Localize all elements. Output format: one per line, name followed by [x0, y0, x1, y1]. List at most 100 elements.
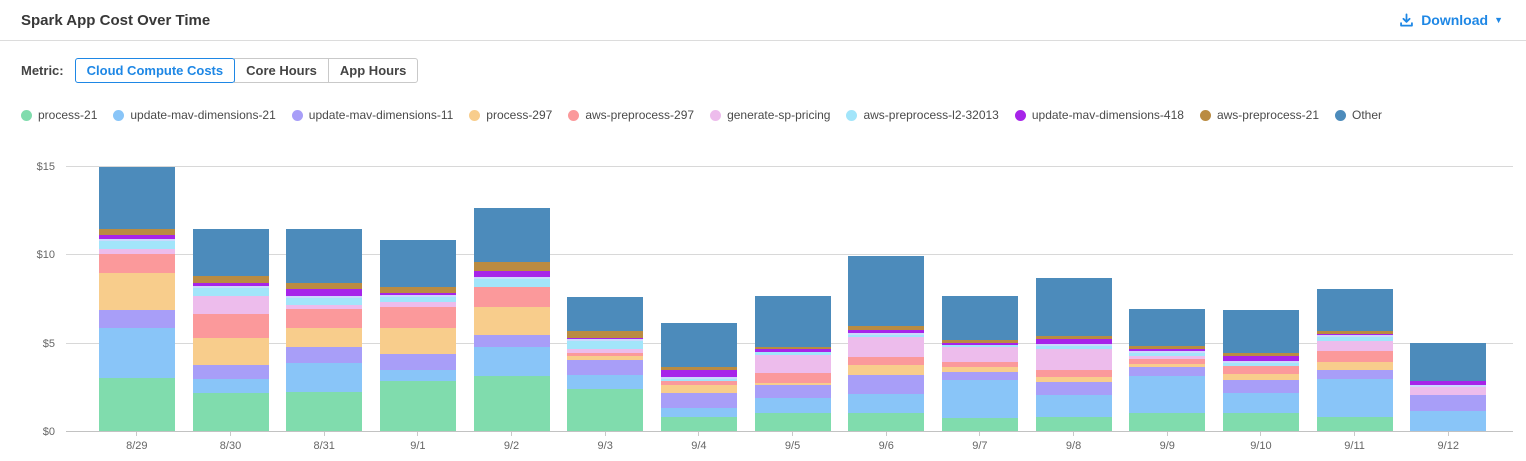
bar-segment-aws-preprocess-l2-32013[interactable] — [660, 378, 737, 382]
bar-segment-update-mav-dimensions-21[interactable] — [192, 379, 269, 393]
bar-segment-process-21[interactable] — [941, 417, 1018, 432]
bar-segment-aws-preprocess-l2-32013[interactable] — [473, 278, 550, 288]
bar-segment-aws-preprocess-297[interactable] — [1316, 350, 1393, 363]
legend-item-aws-preprocess-21[interactable]: aws-preprocess-21 — [1199, 108, 1319, 122]
legend-item-update-mav-dimensions-418[interactable]: update-mav-dimensions-418 — [1014, 108, 1184, 122]
bar-segment-update-mav-dimensions-21[interactable] — [941, 380, 1018, 418]
bar-segment-update-mav-dimensions-21[interactable] — [379, 370, 456, 381]
legend-item-aws-preprocess-l2-32013[interactable]: aws-preprocess-l2-32013 — [846, 108, 999, 122]
bar-segment-aws-preprocess-21[interactable] — [192, 276, 269, 284]
bar-segment-Other[interactable] — [473, 208, 550, 263]
bar-segment-aws-preprocess-297[interactable] — [1035, 370, 1112, 377]
bar-segment-aws-preprocess-21[interactable] — [567, 330, 644, 338]
bar-segment-update-mav-dimensions-11[interactable] — [1035, 382, 1112, 396]
download-button[interactable]: Download ▼ — [1399, 12, 1503, 28]
bar-segment-process-297[interactable] — [1035, 376, 1112, 383]
legend-item-generate-sp-pricing[interactable]: generate-sp-pricing — [710, 108, 830, 122]
bar-segment-update-mav-dimensions-11[interactable] — [567, 359, 644, 375]
bar-segment-aws-preprocess-l2-32013[interactable] — [98, 240, 175, 249]
bar-segment-update-mav-dimensions-418[interactable] — [1035, 339, 1112, 347]
bar-segment-generate-sp-pricing[interactable] — [286, 305, 363, 310]
bar-segment-aws-preprocess-l2-32013[interactable] — [848, 334, 925, 338]
bar-segment-process-297[interactable] — [848, 365, 925, 376]
bar-segment-aws-preprocess-297[interactable] — [754, 372, 831, 383]
bar-segment-process-21[interactable] — [98, 378, 175, 432]
bar-segment-aws-preprocess-21[interactable] — [1222, 352, 1299, 356]
bar-segment-aws-preprocess-l2-32013[interactable] — [192, 288, 269, 296]
bar-segment-generate-sp-pricing[interactable] — [1035, 349, 1112, 371]
bar-segment-Other[interactable] — [754, 295, 831, 347]
bar-segment-update-mav-dimensions-11[interactable] — [848, 375, 925, 395]
bar-segment-aws-preprocess-297[interactable] — [941, 361, 1018, 367]
bar-segment-update-mav-dimensions-21[interactable] — [1222, 392, 1299, 414]
bar-segment-process-297[interactable] — [473, 306, 550, 336]
bar-segment-update-mav-dimensions-11[interactable] — [754, 385, 831, 398]
bar-segment-update-mav-dimensions-418[interactable] — [473, 271, 550, 279]
bar-segment-update-mav-dimensions-11[interactable] — [473, 335, 550, 348]
bar-segment-aws-preprocess-297[interactable] — [473, 287, 550, 307]
bar-segment-update-mav-dimensions-21[interactable] — [660, 407, 737, 417]
bar-segment-update-mav-dimensions-418[interactable] — [379, 292, 456, 298]
legend-item-process-21[interactable]: process-21 — [21, 108, 97, 122]
bar-segment-aws-preprocess-l2-32013[interactable] — [567, 341, 644, 350]
bar-segment-aws-preprocess-297[interactable] — [98, 253, 175, 274]
bar-segment-process-297[interactable] — [754, 382, 831, 386]
bar-segment-aws-preprocess-297[interactable] — [848, 357, 925, 366]
bar-segment-aws-preprocess-21[interactable] — [848, 326, 925, 330]
bar-segment-update-mav-dimensions-418[interactable] — [848, 329, 925, 335]
bar-segment-aws-preprocess-21[interactable] — [98, 229, 175, 235]
bar-segment-update-mav-dimensions-21[interactable] — [1410, 410, 1487, 432]
bar-segment-aws-preprocess-297[interactable] — [1222, 365, 1299, 375]
bar-segment-aws-preprocess-21[interactable] — [379, 286, 456, 293]
bar-segment-update-mav-dimensions-21[interactable] — [848, 394, 925, 413]
bar-segment-process-297[interactable] — [1129, 364, 1206, 367]
bar-segment-process-21[interactable] — [286, 391, 363, 432]
bar-segment-aws-preprocess-l2-32013[interactable] — [1035, 346, 1112, 350]
bar-segment-process-297[interactable] — [192, 338, 269, 366]
bar-segment-generate-sp-pricing[interactable] — [1410, 387, 1487, 396]
bar-segment-generate-sp-pricing[interactable] — [567, 349, 644, 353]
bar-segment-update-mav-dimensions-21[interactable] — [473, 347, 550, 376]
bar-segment-aws-preprocess-l2-32013[interactable] — [379, 297, 456, 302]
bar-segment-aws-preprocess-21[interactable] — [473, 262, 550, 272]
legend-item-Other[interactable]: Other — [1335, 108, 1382, 122]
bar-segment-Other[interactable] — [286, 229, 363, 283]
bar-segment-process-297[interactable] — [379, 327, 456, 355]
bar-segment-aws-preprocess-21[interactable] — [1129, 346, 1206, 350]
bar-segment-aws-preprocess-21[interactable] — [1316, 330, 1393, 335]
bar-segment-update-mav-dimensions-418[interactable] — [1129, 349, 1206, 353]
legend-item-process-297[interactable]: process-297 — [469, 108, 552, 122]
bar-segment-process-21[interactable] — [1035, 416, 1112, 432]
bar-segment-aws-preprocess-21[interactable] — [1035, 335, 1112, 340]
bar-segment-Other[interactable] — [1316, 288, 1393, 331]
bar-segment-generate-sp-pricing[interactable] — [1129, 356, 1206, 359]
bar-segment-Other[interactable] — [192, 229, 269, 277]
bar-segment-aws-preprocess-297[interactable] — [286, 309, 363, 328]
bar-segment-update-mav-dimensions-418[interactable] — [754, 349, 831, 352]
bar-segment-update-mav-dimensions-11[interactable] — [192, 365, 269, 380]
bar-segment-generate-sp-pricing[interactable] — [941, 346, 1018, 362]
bar-segment-Other[interactable] — [379, 240, 456, 287]
bar-segment-update-mav-dimensions-21[interactable] — [98, 327, 175, 379]
bar-segment-aws-preprocess-21[interactable] — [286, 282, 363, 289]
bar-segment-Other[interactable] — [1410, 342, 1487, 382]
bar-segment-update-mav-dimensions-11[interactable] — [286, 347, 363, 363]
bar-segment-aws-preprocess-297[interactable] — [1129, 358, 1206, 365]
bar-segment-Other[interactable] — [941, 295, 1018, 340]
bar-segment-generate-sp-pricing[interactable] — [1316, 340, 1393, 351]
bar-segment-aws-preprocess-l2-32013[interactable] — [754, 351, 831, 356]
bar-segment-update-mav-dimensions-418[interactable] — [192, 283, 269, 289]
bar-segment-update-mav-dimensions-418[interactable] — [941, 343, 1018, 345]
bar-segment-process-297[interactable] — [567, 356, 644, 360]
bar-segment-update-mav-dimensions-418[interactable] — [1316, 334, 1393, 338]
bar-segment-generate-sp-pricing[interactable] — [98, 248, 175, 254]
bar-segment-update-mav-dimensions-418[interactable] — [567, 337, 644, 342]
bar-segment-process-21[interactable] — [660, 416, 737, 432]
bar-segment-update-mav-dimensions-418[interactable] — [98, 234, 175, 241]
bar-segment-update-mav-dimensions-418[interactable] — [1222, 355, 1299, 363]
bar-segment-update-mav-dimensions-11[interactable] — [1316, 370, 1393, 380]
tab-app-hours[interactable]: App Hours — [327, 58, 419, 83]
bar-segment-Other[interactable] — [567, 296, 644, 331]
bar-segment-process-21[interactable] — [1129, 412, 1206, 432]
bar-segment-aws-preprocess-297[interactable] — [379, 307, 456, 328]
